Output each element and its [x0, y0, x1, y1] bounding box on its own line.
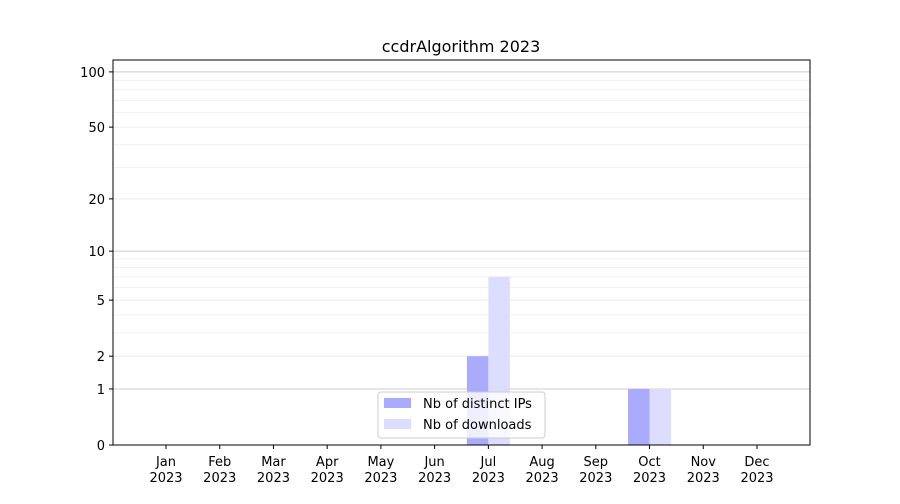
x-tick-label: 2023	[364, 471, 397, 486]
x-tick-label: Oct	[638, 455, 660, 470]
x-tick-label: 2023	[472, 471, 505, 486]
y-tick-label: 1	[97, 383, 105, 398]
x-tick-label: 2023	[311, 471, 344, 486]
grid	[113, 71, 810, 446]
x-tick-label: 2023	[149, 471, 182, 486]
legend-swatch	[384, 419, 411, 429]
x-tick-label: Dec	[744, 455, 769, 470]
y-tick-label: 50	[88, 121, 105, 136]
x-tick-label: Apr	[316, 455, 339, 470]
y-tick-label: 5	[97, 294, 105, 309]
legend-swatch	[384, 398, 411, 408]
x-tick-label: Jun	[423, 455, 444, 470]
y-tick-label: 20	[88, 193, 105, 208]
legend-label: Nb of downloads	[423, 418, 532, 433]
plot-frame	[112, 59, 811, 446]
y-axis: 0 1 2 5 10 20 50 100	[80, 66, 113, 454]
legend: Nb of distinct IPs Nb of downloads	[377, 391, 546, 439]
x-tick-label: Jan	[155, 455, 176, 470]
x-tick-label: Nov	[691, 455, 717, 470]
y-tick-label: 10	[88, 245, 105, 260]
x-tick-label: 2023	[418, 471, 451, 486]
x-tick-label: Sep	[584, 455, 609, 470]
x-tick-label: 2023	[687, 471, 720, 486]
bar-downloads	[649, 388, 672, 445]
x-tick-label: Mar	[261, 455, 286, 470]
x-tick-label: 2023	[579, 471, 612, 486]
legend-box	[377, 391, 546, 439]
x-tick-label: 2023	[633, 471, 666, 486]
y-tick-label: 2	[97, 350, 105, 365]
x-tick-label: 2023	[526, 471, 559, 486]
x-tick-label: 2023	[203, 471, 236, 486]
bar-ips	[628, 388, 650, 445]
x-tick-label: May	[367, 455, 394, 470]
x-axis: Jan2023Feb2023Mar2023Apr2023May2023Jun20…	[149, 445, 774, 486]
x-tick-label: 2023	[257, 471, 290, 486]
chart-title: ccdrAlgorithm 2023	[382, 37, 541, 56]
legend-label: Nb of distinct IPs	[423, 397, 532, 412]
x-tick-label: Jul	[480, 455, 497, 470]
x-tick-label: Feb	[208, 455, 231, 470]
y-tick-label: 0	[97, 439, 105, 454]
x-tick-label: 2023	[740, 471, 773, 486]
x-tick-label: Aug	[529, 455, 554, 470]
y-tick-label: 100	[80, 66, 105, 81]
